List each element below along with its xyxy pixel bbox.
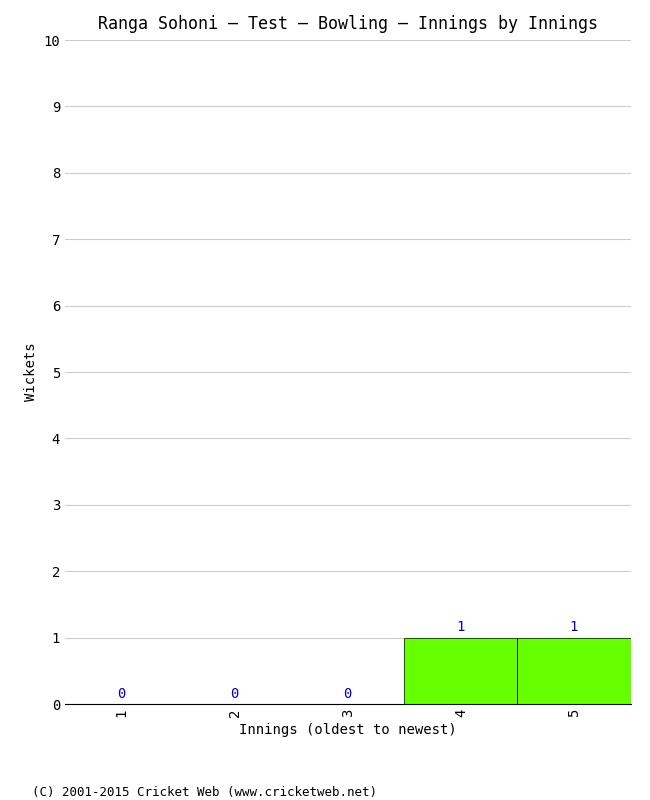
X-axis label: Innings (oldest to newest): Innings (oldest to newest) — [239, 722, 456, 737]
Bar — [517, 638, 630, 704]
Text: 0: 0 — [118, 686, 125, 701]
Text: 1: 1 — [570, 620, 578, 634]
Text: (C) 2001-2015 Cricket Web (www.cricketweb.net): (C) 2001-2015 Cricket Web (www.cricketwe… — [32, 786, 378, 799]
Bar — [404, 638, 517, 704]
Text: 0: 0 — [231, 686, 239, 701]
Text: 0: 0 — [344, 686, 352, 701]
Title: Ranga Sohoni – Test – Bowling – Innings by Innings: Ranga Sohoni – Test – Bowling – Innings … — [98, 15, 598, 33]
Text: 1: 1 — [457, 620, 465, 634]
Y-axis label: Wickets: Wickets — [24, 342, 38, 402]
